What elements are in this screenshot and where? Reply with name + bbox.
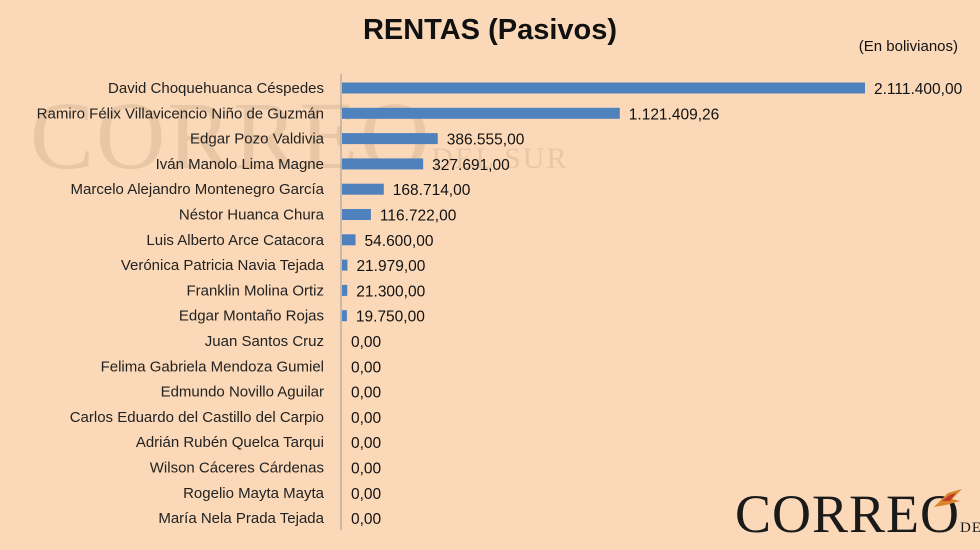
category-label: Juan Santos Cruz [205,333,324,350]
category-label: Marcelo Alejandro Montenegro García [71,181,325,198]
category-label: Adrián Rubén Quelca Tarqui [136,434,324,451]
data-label: 327.691,00 [432,157,510,174]
data-label: 386.555,00 [447,132,525,149]
category-label: Ramiro Félix Villavicencio Niño de Guzmá… [37,105,324,122]
bar [342,133,438,145]
chart-subtitle: (En bolivianos) [858,38,958,55]
data-label: 0,00 [351,334,382,351]
bar [342,310,347,322]
category-label: Rogelio Mayta Mayta [183,485,325,502]
category-label: Néstor Huanca Chura [179,207,325,224]
data-label: 0,00 [351,435,382,452]
category-label: Luis Alberto Arce Catacora [146,232,324,249]
bar [342,259,348,271]
data-label: 21.300,00 [356,283,425,300]
category-label: Iván Manolo Lima Magne [156,156,324,173]
bird-icon [934,489,962,507]
chart-title: RENTAS (Pasivos) [362,14,618,46]
bar [342,158,424,170]
category-label: Edgar Pozo Valdivia [190,131,325,148]
bar [342,234,356,246]
data-label: 2.111.400,00 [874,81,963,98]
category-label: Carlos Eduardo del Castillo del Carpio [70,409,324,426]
data-label: 54.600,00 [365,233,434,250]
category-label: Wilson Cáceres Cárdenas [150,460,324,477]
category-label: Felima Gabriela Mendoza Gumiel [101,358,324,375]
data-label: 0,00 [351,511,382,528]
bar [342,107,620,119]
correo-del-sur-logo: CORREODEL SUR [735,484,980,544]
data-label: 19.750,00 [356,309,425,326]
data-label: 168.714,00 [393,182,471,199]
data-label: 0,00 [351,486,382,503]
category-label: Edgar Montaño Rojas [179,308,324,325]
bar [342,284,348,296]
category-label: David Choquehuanca Céspedes [108,80,324,97]
data-label: 116.722,00 [380,208,457,225]
bar [342,82,865,94]
data-label: 0,00 [351,385,382,402]
category-label: María Nela Prada Tejada [158,510,324,527]
data-label: 0,00 [351,461,382,478]
category-label: Verónica Patricia Navia Tejada [121,257,325,274]
bar [342,209,371,220]
data-label: 21.979,00 [356,258,425,275]
data-label: 0,00 [351,359,382,376]
category-label: Franklin Molina Ortiz [186,282,324,299]
bar [342,183,384,195]
data-label: 0,00 [351,410,382,427]
data-label: 1.121.409,26 [629,106,720,123]
category-label: Edmundo Novillo Aguilar [161,384,324,401]
